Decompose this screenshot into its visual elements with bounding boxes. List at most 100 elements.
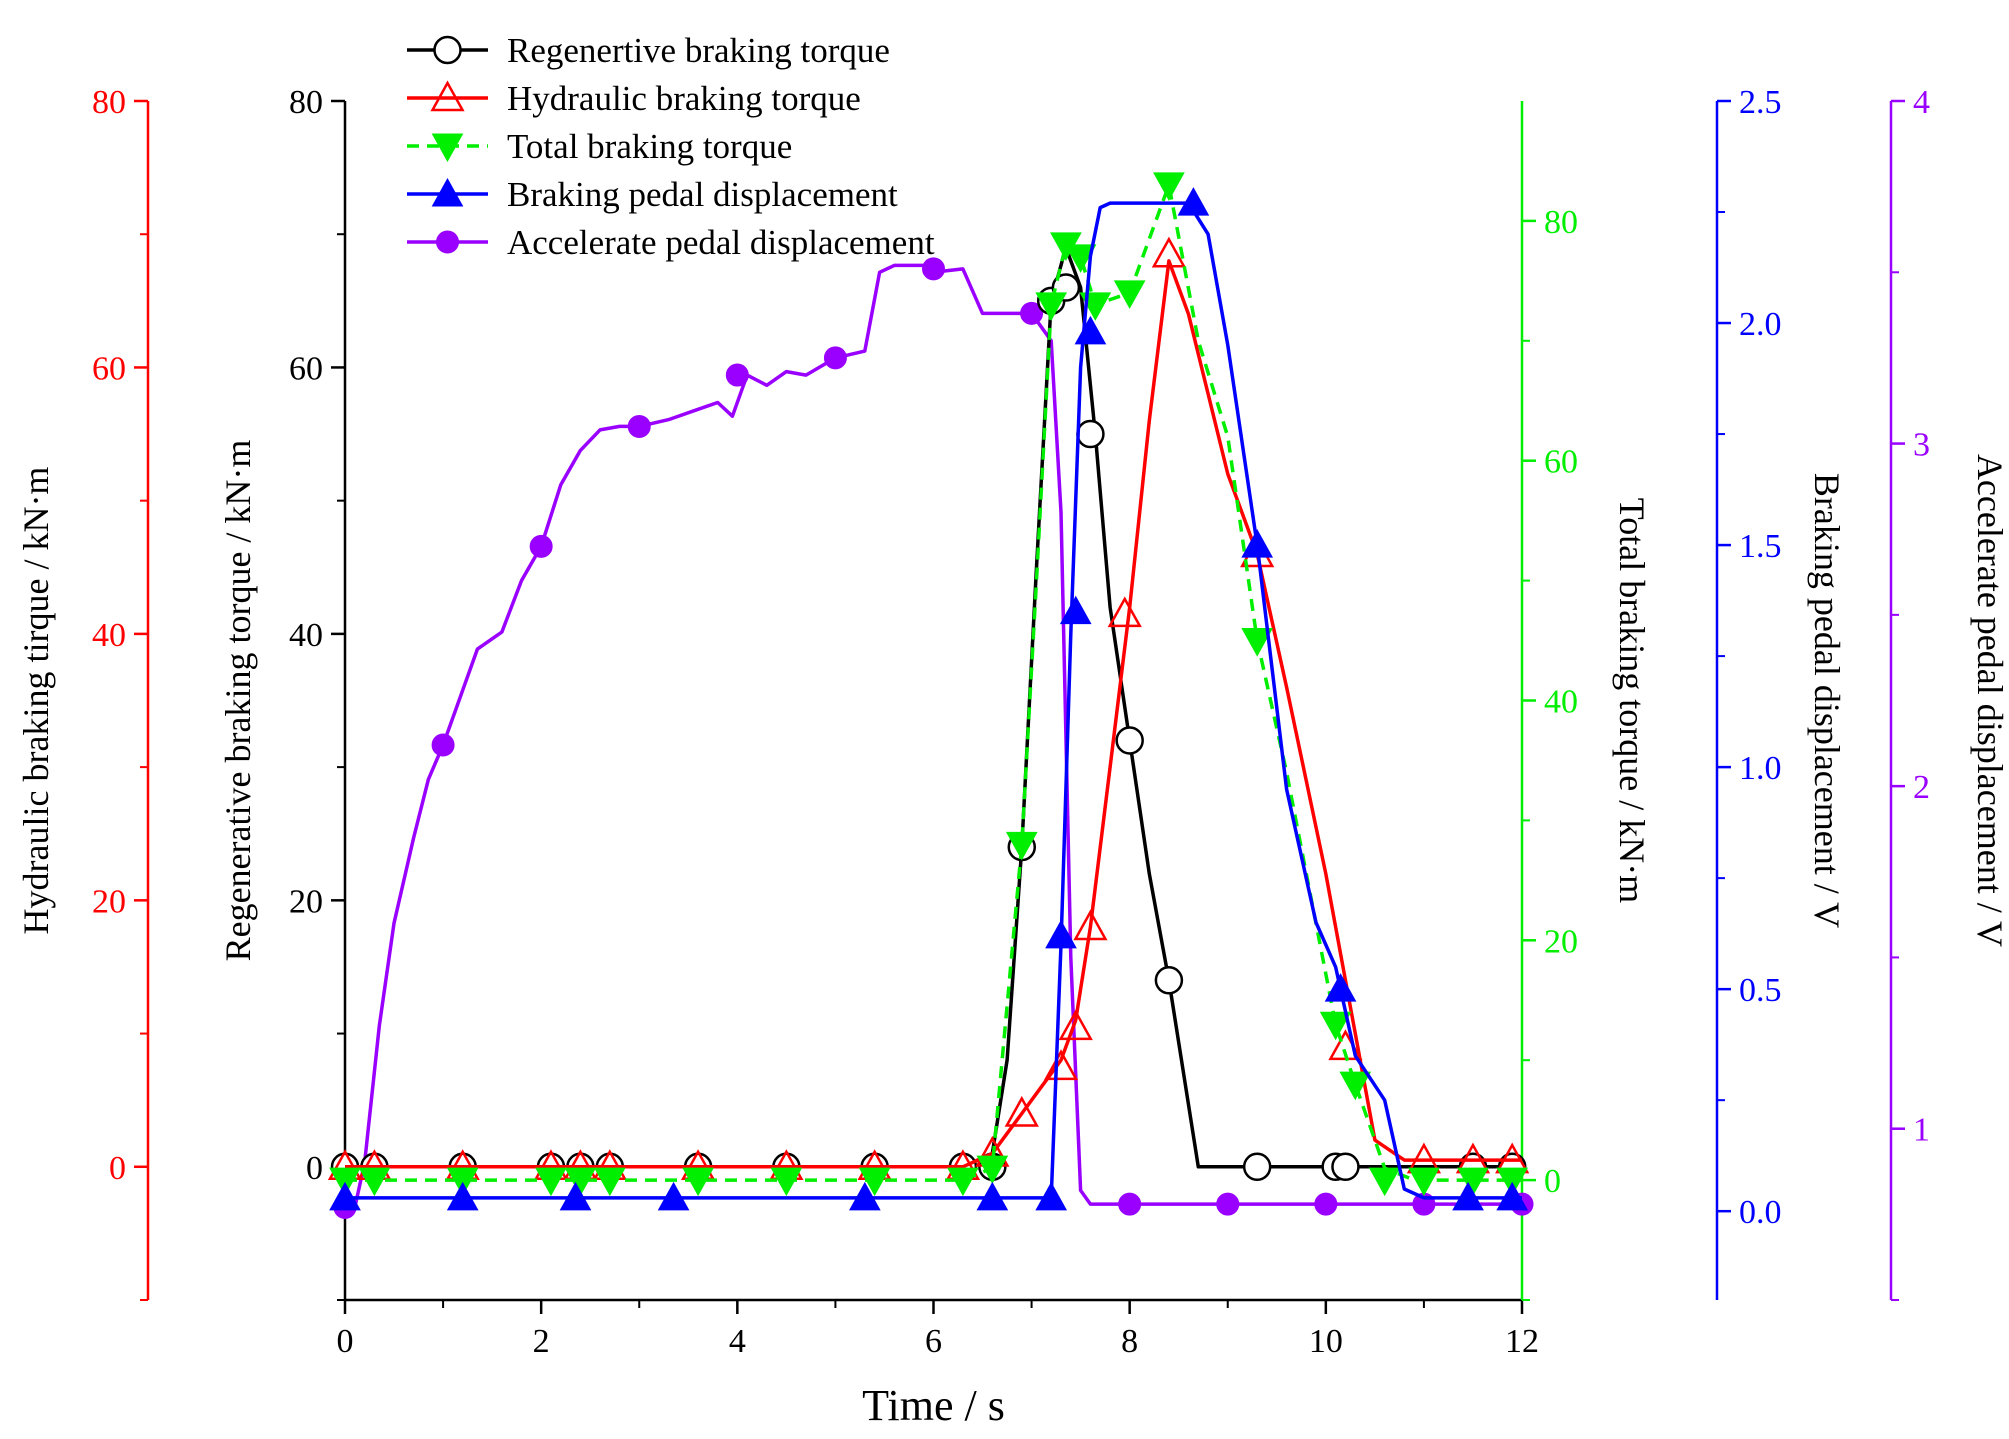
total-braking-torque-point [1339, 1071, 1372, 1101]
total-braking-torque-point [564, 1167, 597, 1197]
total-braking-torque-point [1113, 280, 1146, 309]
series-group [327, 172, 1534, 1220]
brake_pedal-tick-label: 2.0 [1739, 306, 1782, 343]
total-braking-torque-series [329, 172, 1529, 1197]
total-braking-torque-point [1457, 1167, 1489, 1197]
regenertive-braking-torque-point [1154, 966, 1184, 995]
legend-marker-regenertive-braking-torque [433, 35, 462, 65]
legend-marker-hydraulic-braking-torque [430, 80, 465, 112]
braking-pedal-displacement-point [1324, 973, 1357, 1002]
regen-axis: 0 20 40 60 80 Regenerative braking torque / k… [218, 84, 345, 1301]
hydraulic-axis-title: Hydraulic braking tirque / kN·m [16, 467, 56, 935]
accel_pedal-tick-label: 1 [1913, 1112, 1930, 1149]
x-tick-label: 0 [337, 1323, 354, 1360]
regenertive-braking-torque-point [1242, 1152, 1272, 1182]
brake_pedal-axis-title: Braking pedal displacement / V [1807, 473, 1847, 928]
total-braking-torque-point [1408, 1167, 1440, 1197]
accelerate-pedal-displacement-line [345, 263, 1522, 1210]
x-tick-label: 10 [1309, 1323, 1343, 1360]
accelerate-pedal-displacement-point [922, 257, 945, 281]
regenertive-braking-torque-point [1076, 419, 1105, 449]
total-braking-torque-point [1496, 1167, 1529, 1197]
hydraulic-braking-torque-point [1107, 596, 1142, 628]
x-tick-label: 4 [729, 1323, 746, 1360]
braking-pedal-displacement-point [1035, 1181, 1068, 1211]
x-axis-title: Time / s [862, 1381, 1005, 1430]
regen-tick-label: 0 [306, 1150, 323, 1187]
legend-label: Total braking torque [507, 127, 792, 166]
total-tick-label: 40 [1544, 684, 1578, 721]
total-axis-title: Total braking torque / kN·m [1612, 498, 1652, 903]
legend-item: Accelerate pedal displacement [407, 223, 935, 262]
total-braking-torque-point [947, 1167, 979, 1197]
accel_pedal-tick-label: 3 [1913, 427, 1930, 464]
legend-marker-braking-pedal-displacement [431, 177, 464, 207]
regen-tick-label: 40 [289, 617, 323, 654]
brake_pedal-tick-label: 0.5 [1739, 972, 1782, 1009]
total-braking-torque-point [1064, 244, 1097, 273]
regenertive-braking-torque-point [1115, 726, 1144, 755]
braking-pedal-displacement-point [559, 1181, 592, 1211]
regen-tick-label: 80 [289, 84, 323, 121]
hydraulic-tick-label: 20 [92, 883, 126, 920]
legend-label: Braking pedal displacement [507, 175, 898, 214]
total-braking-torque-point [770, 1167, 803, 1197]
hydraulic-tick-label: 80 [92, 84, 126, 121]
braking-pedal-displacement-point [1177, 187, 1210, 216]
total-axis: 0 20 40 60 80 Total braking torque / kN·m [1520, 101, 1652, 1301]
accelerate-pedal-displacement-point [431, 733, 455, 757]
braking-pedal-displacement-point [657, 1181, 690, 1211]
x-tick-label: 12 [1505, 1323, 1539, 1360]
total-braking-torque-point [1241, 628, 1274, 657]
total-tick-label: 80 [1544, 204, 1578, 241]
hydraulic-tick-label: 0 [109, 1150, 126, 1187]
hydraulic-tick-label: 60 [92, 350, 126, 387]
regen-tick-label: 60 [289, 350, 323, 387]
legend-label: Hydraulic braking torque [507, 79, 861, 118]
legend-marker-total-braking-torque [431, 133, 464, 163]
brake_pedal-axis: 0.0 0.5 1.0 1.5 2.0 2.5 Braking pedal displace… [1715, 84, 1847, 1300]
hydraulic-braking-torque-point [1043, 1049, 1079, 1081]
braking-pedal-displacement-point [1452, 1181, 1484, 1211]
total-braking-torque-point [1368, 1167, 1401, 1197]
brake_pedal-tick-label: 0.0 [1739, 1194, 1782, 1231]
total-braking-torque-point [593, 1167, 626, 1197]
legend-item: Regenertive braking torque [407, 31, 890, 70]
braking-pedal-displacement-point [1496, 1181, 1529, 1211]
total-braking-torque-point [1319, 1011, 1352, 1041]
hydraulic-axis: 0 20 40 60 80 Hydraulic braking tirque / kN·m [16, 84, 150, 1301]
total-tick-label: 0 [1544, 1163, 1561, 1200]
x-tick-label: 2 [533, 1323, 550, 1360]
braking-pedal-displacement-point [976, 1181, 1009, 1211]
braking-pedal-displacement-point [329, 1181, 361, 1211]
accel_pedal-tick-label: 4 [1913, 84, 1930, 121]
total-braking-torque-point [1005, 831, 1038, 861]
total-braking-torque-point [535, 1167, 567, 1197]
braking-pedal-displacement-point [1241, 529, 1274, 558]
regen-tick-label: 20 [289, 883, 323, 920]
braking-pedal-displacement-point [446, 1181, 479, 1211]
hydraulic-braking-torque-point [1004, 1095, 1039, 1127]
x-tick-label: 6 [925, 1323, 942, 1360]
total-braking-torque-point [976, 1155, 1009, 1185]
accelerate-pedal-displacement-point [529, 534, 553, 558]
legend-label: Regenertive braking torque [507, 31, 890, 70]
accelerate-pedal-displacement-point [1118, 1192, 1142, 1216]
total-braking-torque-point [446, 1167, 479, 1197]
regen-axis-title: Regenerative braking torque / kN·m [218, 440, 258, 962]
accelerate-pedal-displacement-point [823, 346, 847, 370]
accelerate-pedal-displacement-point [725, 363, 749, 387]
total-braking-torque-point [858, 1167, 891, 1197]
hydraulic-braking-torque-point [1058, 1009, 1093, 1041]
legend-item: Hydraulic braking torque [407, 79, 861, 118]
hydraulic-braking-torque-point [1151, 236, 1187, 268]
total-braking-torque-point [358, 1167, 391, 1197]
accel_pedal-axis-title: Accelerate pedal displacement / V [1970, 454, 2009, 947]
accelerate-pedal-displacement-point [1314, 1192, 1338, 1216]
regenertive-braking-torque-point [1331, 1152, 1360, 1182]
legend: Regenertive braking torque Hydraulic brak… [407, 31, 935, 262]
legend-marker-accelerate-pedal-displacement [436, 230, 459, 254]
